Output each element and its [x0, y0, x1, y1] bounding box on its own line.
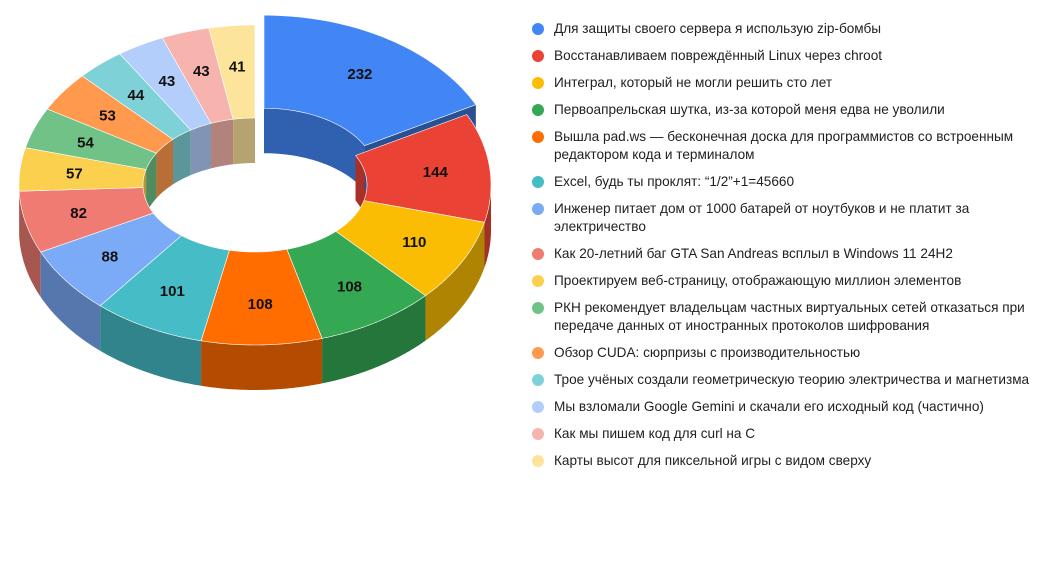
donut-slice [47, 75, 174, 154]
donut-slice [119, 37, 212, 131]
legend-label: Вышла pad.ws — бесконечная доска для про… [554, 129, 1014, 162]
legend-item: Инженер питает дом от 1000 батарей от но… [530, 200, 1035, 236]
legend-item: Вышла pad.ws — бесконечная доска для про… [530, 128, 1035, 164]
legend-marker-icon [532, 176, 544, 188]
legend-item: РКН рекомендует владельцам частных вирту… [530, 299, 1035, 335]
donut-slice [263, 14, 477, 146]
legend-label: Excel, будь ты проклят: “1/2”+1=45660 [554, 174, 795, 189]
legend-item: Мы взломали Google Gemini и скачали его … [530, 398, 1035, 416]
slice-side-outer [322, 295, 426, 384]
legend-marker-icon [532, 428, 544, 440]
donut-chart-svg: 232 144 110 108 108 101 88 82 57 54 53 44 43 43 41 [18, 14, 492, 390]
slice-side-outer [100, 305, 202, 386]
slice-value-label: 232 [347, 66, 372, 83]
legend-marker-icon [532, 302, 544, 314]
legend-label: РКН рекомендует владельцам частных вирту… [554, 300, 1025, 333]
donut-slice [200, 248, 323, 346]
slice-side-outer [484, 185, 491, 268]
legend-label: Обзор CUDA: сюрпризы с производительност… [554, 345, 861, 360]
slice-side-outer [201, 338, 323, 390]
donut-slice [355, 114, 492, 223]
donut-slice [162, 27, 234, 124]
slice-side-inner [190, 123, 212, 176]
donut-slice [25, 108, 157, 170]
slice-side-inner [173, 130, 191, 185]
slice-side-inner [156, 139, 173, 199]
slice-side-outer [40, 252, 101, 351]
donut-slice [18, 147, 147, 192]
legend-label: Карты высот для пиксельной игры с видом … [554, 453, 872, 468]
legend-label: Первоапрельская шутка, из-за которой мен… [554, 102, 945, 117]
slice-value-label: 82 [70, 205, 87, 222]
legend-item: Обзор CUDA: сюрпризы с производительност… [530, 344, 1035, 362]
legend-marker-icon [532, 23, 544, 35]
legend-label: Интеграл, который не могли решить сто ле… [554, 75, 833, 90]
slice-value-label: 88 [102, 249, 119, 266]
donut-slice [40, 212, 182, 307]
slice-side-inner [211, 119, 234, 169]
legend-marker-icon [532, 203, 544, 215]
legend-marker-icon [532, 455, 544, 467]
legend-item: Карты высот для пиксельной игры с видом … [530, 452, 1035, 470]
legend-label: Как 20-летний баг GTA San Andreas всплыл… [554, 246, 953, 261]
legend-marker-icon [532, 50, 544, 62]
slice-side-inner [233, 118, 255, 165]
donut-slice [81, 53, 192, 140]
legend-item: Первоапрельская шутка, из-за которой мен… [530, 101, 1035, 119]
donut-chart: 232 144 110 108 108 101 88 82 57 54 53 44 43 43 41 [0, 0, 515, 561]
legend-item: Для защиты своего сервера я использую zi… [530, 20, 1035, 38]
legend-marker-icon [532, 347, 544, 359]
chart-legend: Для защиты своего сервера я использую zi… [530, 20, 1035, 479]
donut-slice [286, 231, 426, 339]
legend-label: Трое учёных создали геометрическую теори… [554, 372, 1030, 387]
legend-label: Инженер питает дом от 1000 батарей от но… [554, 201, 970, 234]
slice-value-label: 43 [159, 73, 176, 90]
slice-value-label: 108 [337, 279, 362, 296]
slice-value-label: 144 [423, 164, 449, 181]
legend-label: Мы взломали Google Gemini и скачали его … [554, 399, 984, 414]
legend-item: Проектируем веб-страницу, отображающую м… [530, 272, 1035, 290]
slice-value-label: 54 [77, 135, 94, 152]
donut-slice [208, 24, 256, 120]
legend-item: Excel, будь ты проклят: “1/2”+1=45660 [530, 173, 1035, 191]
slice-side-outer [19, 191, 41, 298]
donut-slice [18, 187, 154, 253]
legend-marker-icon [532, 104, 544, 116]
legend-marker-icon [532, 374, 544, 386]
legend-marker-icon [532, 248, 544, 260]
legend-item: Трое учёных создали геометрическую теори… [530, 371, 1035, 389]
legend-item: Интеграл, который не могли решить сто ле… [530, 74, 1035, 92]
legend-label: Восстанавливаем повреждённый Linux через… [554, 48, 883, 63]
slice-side-inner [263, 108, 365, 191]
slice-value-label: 44 [128, 87, 145, 104]
slice-value-label: 110 [402, 234, 426, 251]
slice-value-label: 101 [160, 283, 185, 300]
slice-value-label: 53 [99, 108, 116, 125]
slice-value-label: 108 [248, 296, 273, 313]
legend-marker-icon [532, 401, 544, 413]
legend-marker-icon [532, 131, 544, 143]
legend-item: Как мы пишем код для curl на C [530, 425, 1035, 443]
slice-value-label: 41 [229, 59, 246, 76]
legend-item: Как 20-летний баг GTA San Andreas всплыл… [530, 245, 1035, 263]
slice-side-inner [146, 153, 157, 215]
legend-item: Восстанавливаем повреждённый Linux через… [530, 47, 1035, 65]
legend-marker-icon [532, 77, 544, 89]
slice-value-label: 57 [66, 165, 83, 182]
slice-value-label: 43 [193, 63, 210, 80]
legend-label: Для защиты своего сервера я использую zi… [554, 21, 882, 36]
legend-marker-icon [532, 275, 544, 287]
legend-label: Как мы пишем код для curl на C [554, 426, 756, 441]
donut-slice [99, 235, 230, 342]
legend-label: Проектируем веб-страницу, отображающую м… [554, 273, 962, 288]
donut-slice [335, 200, 485, 296]
